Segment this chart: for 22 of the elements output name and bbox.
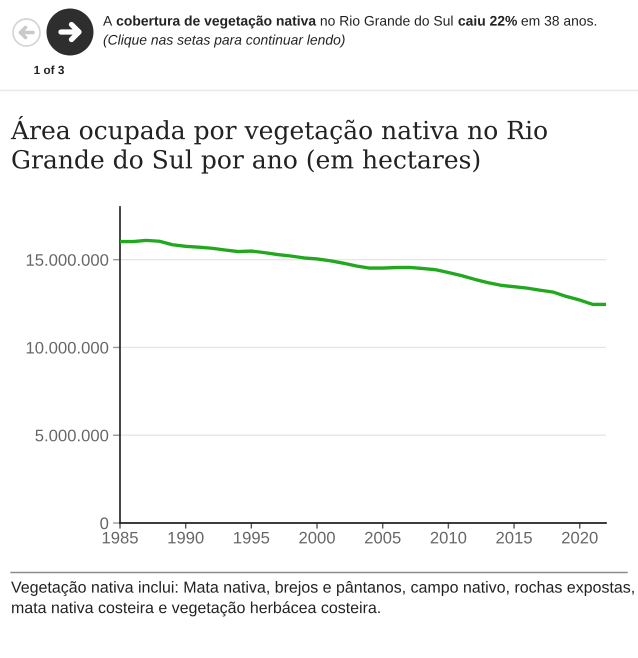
text: cobertura de vegetação nativa [116,15,316,29]
y-tick-label: 15.000.000 [26,254,108,266]
text: no Rio Grande do Sul [320,16,453,26]
text: Vegetação nativa inclui: Mata nativa, brejos e pântanos, campo nativo, rochas expostas, mata nativa costeira e vegetação herbácea costeira. [11,581,634,616]
x-tick-label: 2005 [365,532,401,544]
y-tick-label: 0 [100,517,108,530]
x-tick-label: 2000 [299,532,335,544]
y-tick-label: 10.000.000 [26,342,108,354]
chart-title: Área ocupada por vegetação nativa no Rio Grande do Sul por ano (em hectares) [10,116,547,174]
line-series [120,238,606,306]
x-tick-label: 1990 [168,532,204,544]
x-tick-label: 1995 [234,532,270,544]
text: (Clique nas setas para continuar lendo) [104,34,345,48]
x-tick-label: 1985 [102,532,138,544]
text: caiu 22% [458,16,517,26]
text: A [103,16,112,26]
text: 1 of 3 [34,66,64,74]
y-tick-label: 5.000.000 [35,430,108,442]
x-tick-label: 2015 [496,532,532,544]
text: em 38 anos. [522,16,596,26]
x-tick-label: 2010 [430,532,466,544]
x-tick-label: 2020 [562,532,598,544]
